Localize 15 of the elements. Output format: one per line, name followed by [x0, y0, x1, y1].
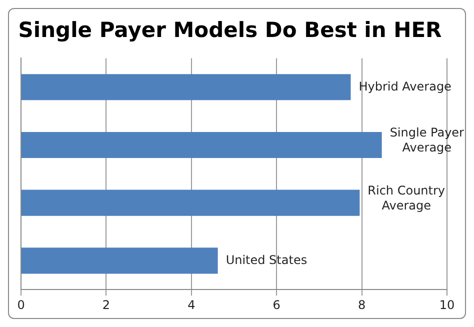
y-tick-label: Single Payer Average — [390, 126, 464, 155]
x-tick-label: 8 — [358, 298, 366, 312]
y-tick-label: United States — [226, 252, 308, 267]
x-tick-label: 2 — [102, 298, 110, 312]
x-tick-label: 0 — [17, 298, 25, 312]
bar — [22, 190, 360, 216]
y-tick-label: Rich Country Average — [368, 183, 446, 212]
chart-title: Single Payer Models Do Best in HER — [18, 18, 442, 42]
x-tick-label: 4 — [188, 298, 196, 312]
bar — [22, 74, 351, 100]
bar — [22, 248, 218, 274]
y-tick-label: Hybrid Average — [358, 79, 452, 94]
x-tick-label: 10 — [439, 298, 455, 312]
bar — [22, 132, 382, 158]
x-tick-label: 6 — [272, 298, 280, 312]
